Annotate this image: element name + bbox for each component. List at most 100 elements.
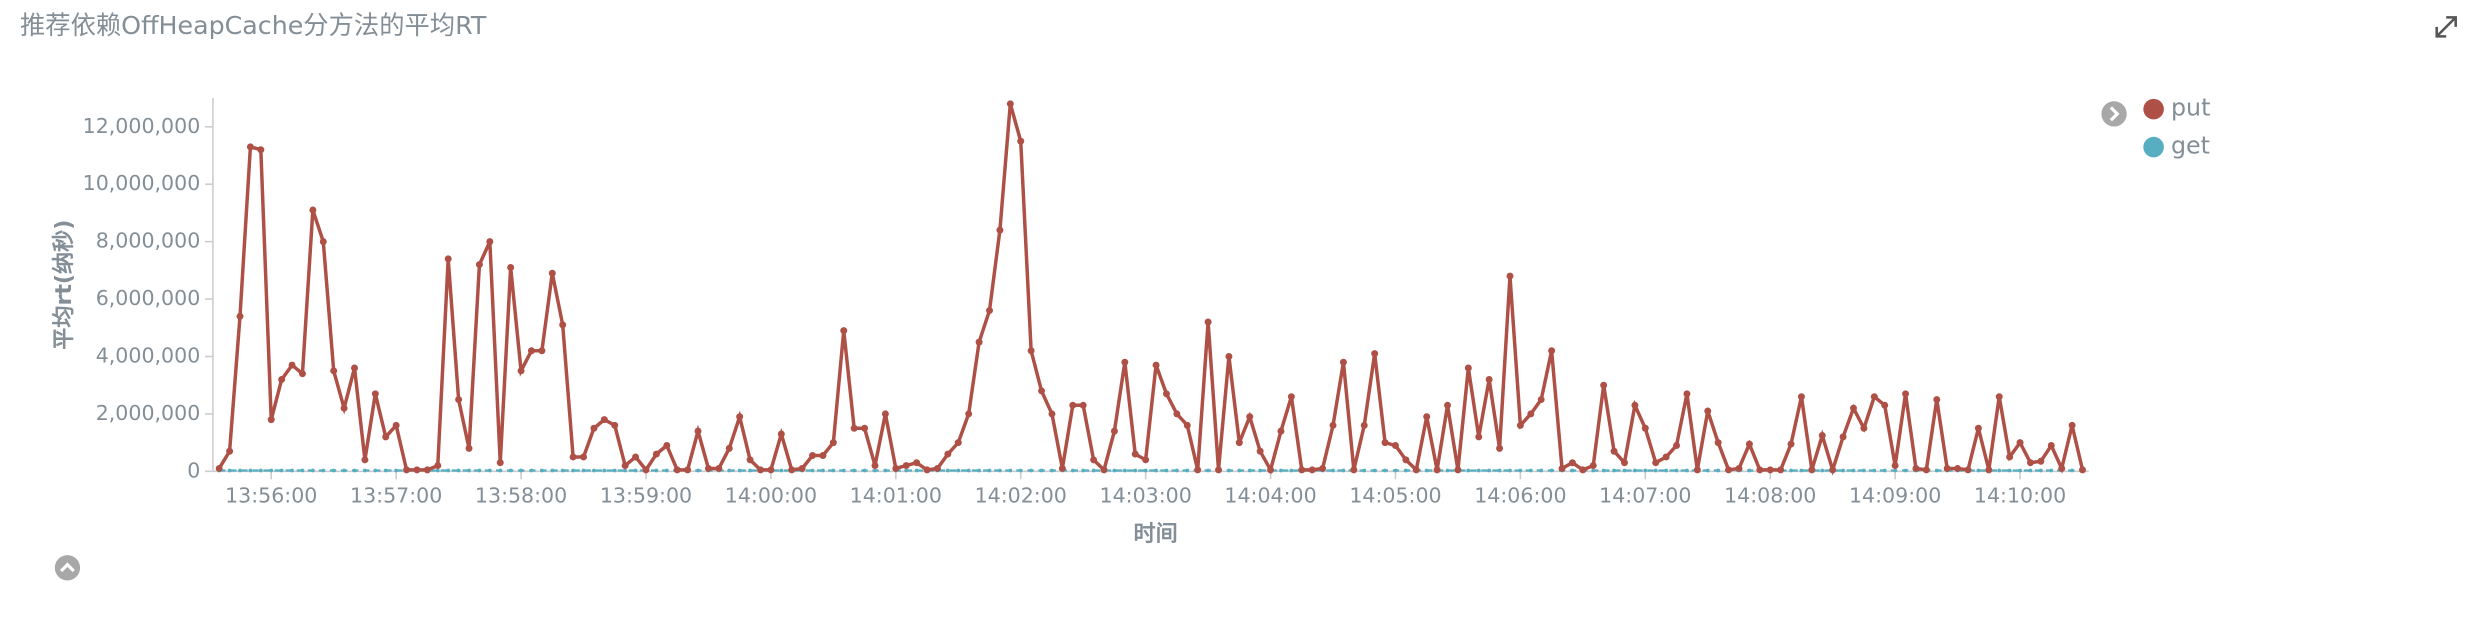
data-point: [663, 442, 671, 449]
data-point: [1308, 466, 1316, 474]
data-point: [467, 468, 471, 473]
data-point: [1048, 410, 1056, 418]
legend-swatch: [2143, 136, 2164, 158]
data-point: [1653, 468, 1658, 473]
data-point: [2079, 466, 2086, 474]
data-point: [1631, 401, 1639, 409]
data-point: [1725, 466, 1733, 474]
data-point: [1256, 447, 1264, 455]
data-point: [883, 468, 888, 473]
data-point: [507, 263, 515, 271]
data-point: [477, 468, 482, 473]
data-point: [1902, 390, 1910, 398]
data-point: [258, 468, 263, 473]
data-point: [1527, 410, 1535, 418]
data-point: [1891, 462, 1899, 470]
data-point: [519, 468, 523, 473]
data-point: [748, 468, 752, 473]
data-point: [2068, 421, 2076, 429]
data-point: [1371, 350, 1379, 358]
data-point: [1142, 456, 1150, 464]
data-point: [913, 459, 921, 467]
data-point: [1194, 466, 1202, 474]
data-point: [539, 468, 544, 473]
data-point: [1204, 318, 1212, 326]
data-point: [767, 466, 775, 474]
x-tick-label: 14:10:00: [1974, 484, 2066, 508]
data-point: [1289, 468, 1294, 473]
data-point: [1412, 466, 1420, 474]
data-point: [527, 347, 535, 355]
legend-toggle[interactable]: [2101, 101, 2127, 127]
y-tick-label: 12,000,000: [83, 114, 201, 138]
data-point: [1487, 468, 1492, 473]
data-point: [1818, 431, 1826, 439]
data-point: [363, 468, 367, 473]
data-point: [602, 468, 607, 473]
data-point: [1121, 358, 1129, 366]
legend-label[interactable]: put: [2171, 94, 2210, 122]
data-point: [945, 468, 950, 473]
data-point: [383, 468, 388, 473]
expand-icon[interactable]: [2435, 16, 2457, 38]
data-point: [1329, 421, 1337, 429]
data-point: [1152, 361, 1160, 369]
data-point: [923, 466, 931, 474]
data-point: [475, 261, 483, 269]
x-tick-label: 14:05:00: [1349, 484, 1441, 508]
data-point: [1808, 466, 1816, 474]
data-point: [394, 468, 399, 473]
collapse-toggle[interactable]: [54, 555, 81, 581]
chart-title: 推荐依赖OffHeapCache分方法的平均RT: [20, 11, 487, 40]
data-point: [444, 255, 452, 263]
data-point: [621, 462, 629, 470]
data-point: [1820, 468, 1825, 473]
data-point: [1600, 381, 1608, 389]
data-point: [373, 468, 378, 473]
data-point: [1079, 401, 1087, 409]
data-point: [1164, 468, 1169, 473]
data-point: [819, 452, 827, 460]
data-point: [352, 468, 357, 473]
legend-label[interactable]: get: [2171, 132, 2210, 160]
x-tick-label: 13:58:00: [475, 484, 567, 508]
data-point: [1549, 468, 1554, 473]
data-point: [257, 146, 265, 154]
data-point: [1466, 468, 1471, 473]
data-point: [1539, 468, 1544, 473]
data-point: [1039, 468, 1044, 473]
data-point: [1612, 468, 1616, 473]
data-point: [446, 468, 451, 473]
data-point: [652, 450, 660, 458]
data-point: [862, 468, 867, 473]
data-point: [1110, 427, 1118, 435]
data-point: [580, 453, 588, 461]
data-point: [1350, 466, 1358, 474]
y-tick-label: 6,000,000: [96, 286, 201, 310]
data-point: [1610, 447, 1618, 455]
data-point: [1381, 439, 1389, 447]
data-point: [821, 468, 825, 473]
data-point: [2038, 468, 2043, 473]
data-point: [571, 468, 576, 473]
data-point: [1685, 468, 1689, 473]
data-point: [1841, 468, 1845, 473]
x-tick-label: 14:03:00: [1100, 484, 1192, 508]
data-point: [361, 456, 369, 464]
data-point: [600, 416, 608, 424]
data-point: [1143, 468, 1148, 473]
data-point: [633, 468, 638, 473]
data-point: [1652, 459, 1660, 467]
data-point: [746, 456, 754, 464]
data-point: [496, 459, 504, 467]
data-point: [1445, 468, 1450, 473]
data-point: [1402, 456, 1410, 464]
data-point: [1912, 464, 1920, 472]
data-point: [2037, 457, 2045, 465]
data-point: [238, 468, 242, 473]
data-point: [1424, 468, 1429, 473]
data-point: [2006, 453, 2014, 461]
data-point: [309, 206, 317, 214]
x-tick-label: 13:59:00: [600, 484, 692, 508]
data-point: [1797, 393, 1805, 401]
